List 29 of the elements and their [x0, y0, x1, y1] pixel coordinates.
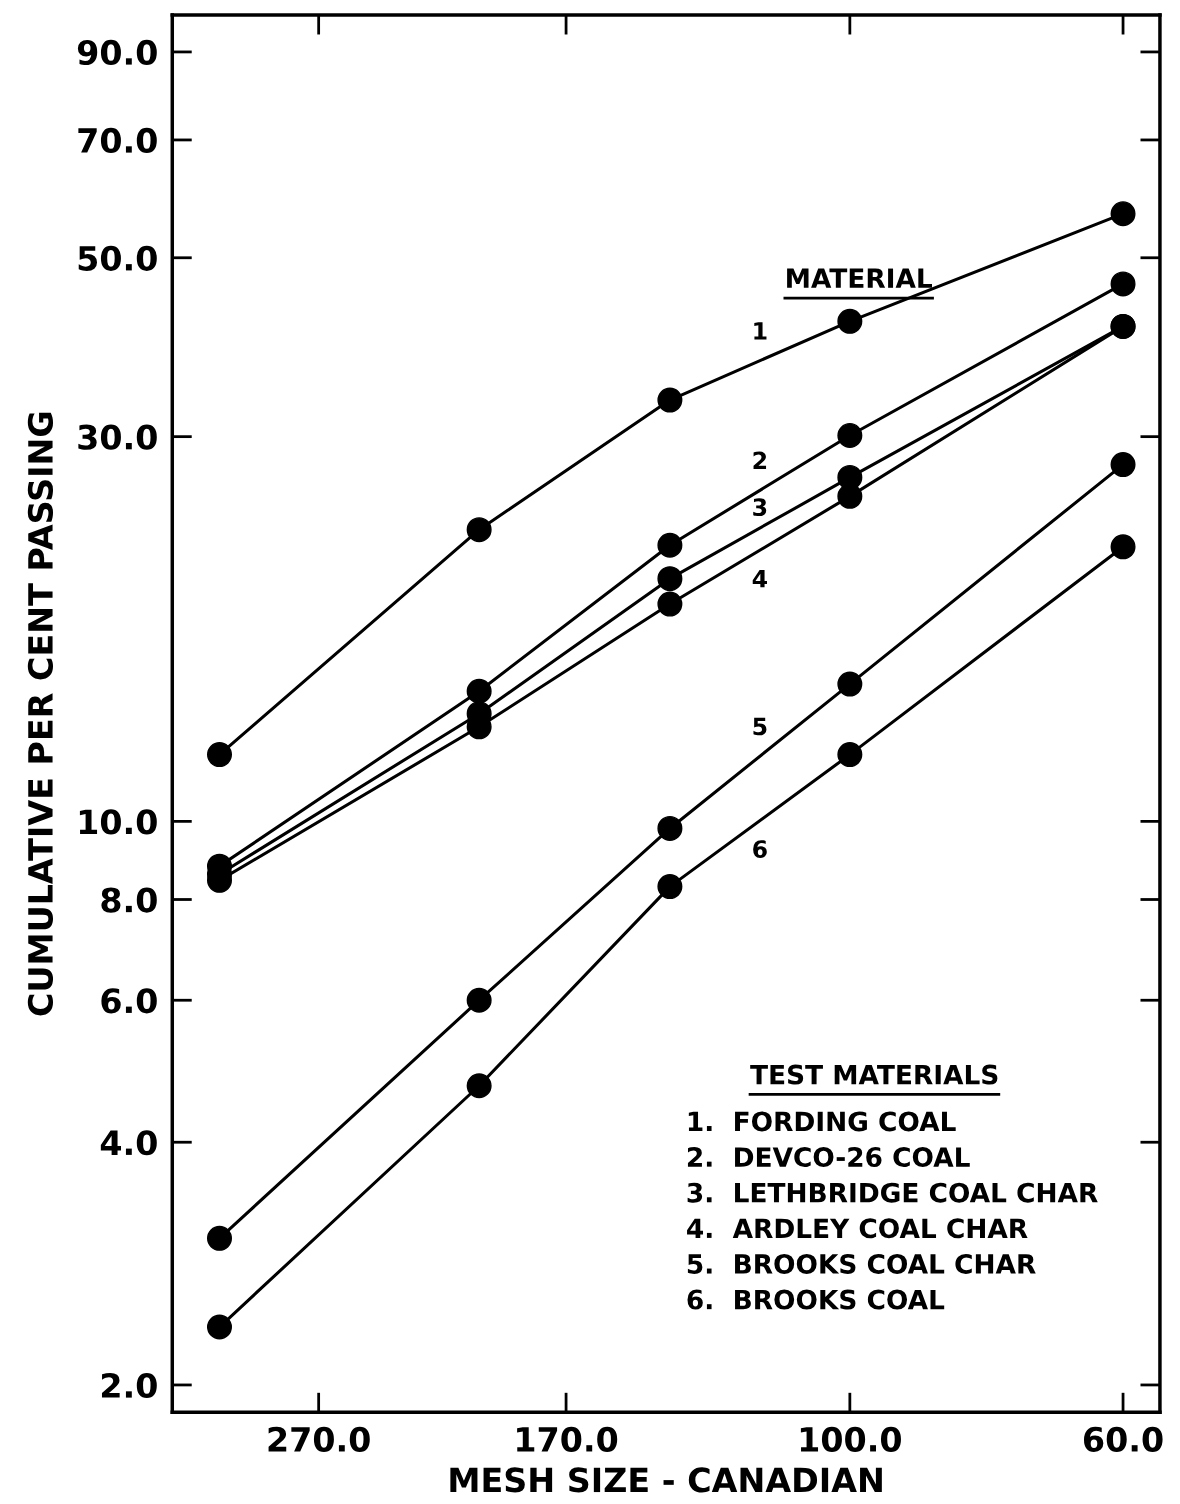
y-tick-label: 50.0	[78, 245, 157, 271]
x-tick-label: 170.0	[517, 1426, 618, 1452]
annotation: 6. BROOKS COAL	[687, 1289, 945, 1310]
x-tick-label: 60.0	[1083, 1426, 1163, 1452]
y-tick-label: 4.0	[100, 1130, 157, 1156]
series-label: 4	[752, 570, 768, 588]
series-label: 1	[754, 322, 767, 340]
y-tick-label: 70.0	[78, 127, 157, 154]
x-tick-label: 270.0	[268, 1426, 370, 1452]
annotation: TEST MATERIALS	[750, 1064, 998, 1085]
series-label: 6	[753, 840, 767, 859]
annotation: 4. ARDLEY COAL CHAR	[687, 1218, 1028, 1239]
x-tick-label: 100.0	[800, 1426, 901, 1452]
annotation: 5. BROOKS COAL CHAR	[687, 1253, 1036, 1274]
annotation: 2. DEVCO-26 COAL	[687, 1147, 970, 1168]
series-label: 5	[753, 717, 767, 736]
annotation: MATERIAL	[787, 268, 932, 288]
annotation: 3. LETHBRIDGE COAL CHAR	[687, 1182, 1098, 1203]
y-tick-label: 90.0	[77, 39, 157, 66]
x-axis-title: MESH SIZE - CANADIAN	[450, 1467, 882, 1493]
series-label: 2	[753, 451, 767, 470]
y-tick-label: 2.0	[101, 1372, 157, 1399]
y-tick-label: 6.0	[101, 988, 157, 1014]
y-tick-label: 10.0	[79, 809, 157, 835]
annotation: 1. FORDING COAL	[688, 1111, 956, 1132]
series-label: 3	[753, 498, 767, 517]
y-tick-label: 8.0	[101, 887, 157, 913]
y-axis-title: CUMULATIVE PER CENT PASSING	[27, 412, 54, 1016]
y-tick-label: 30.0	[78, 424, 157, 450]
